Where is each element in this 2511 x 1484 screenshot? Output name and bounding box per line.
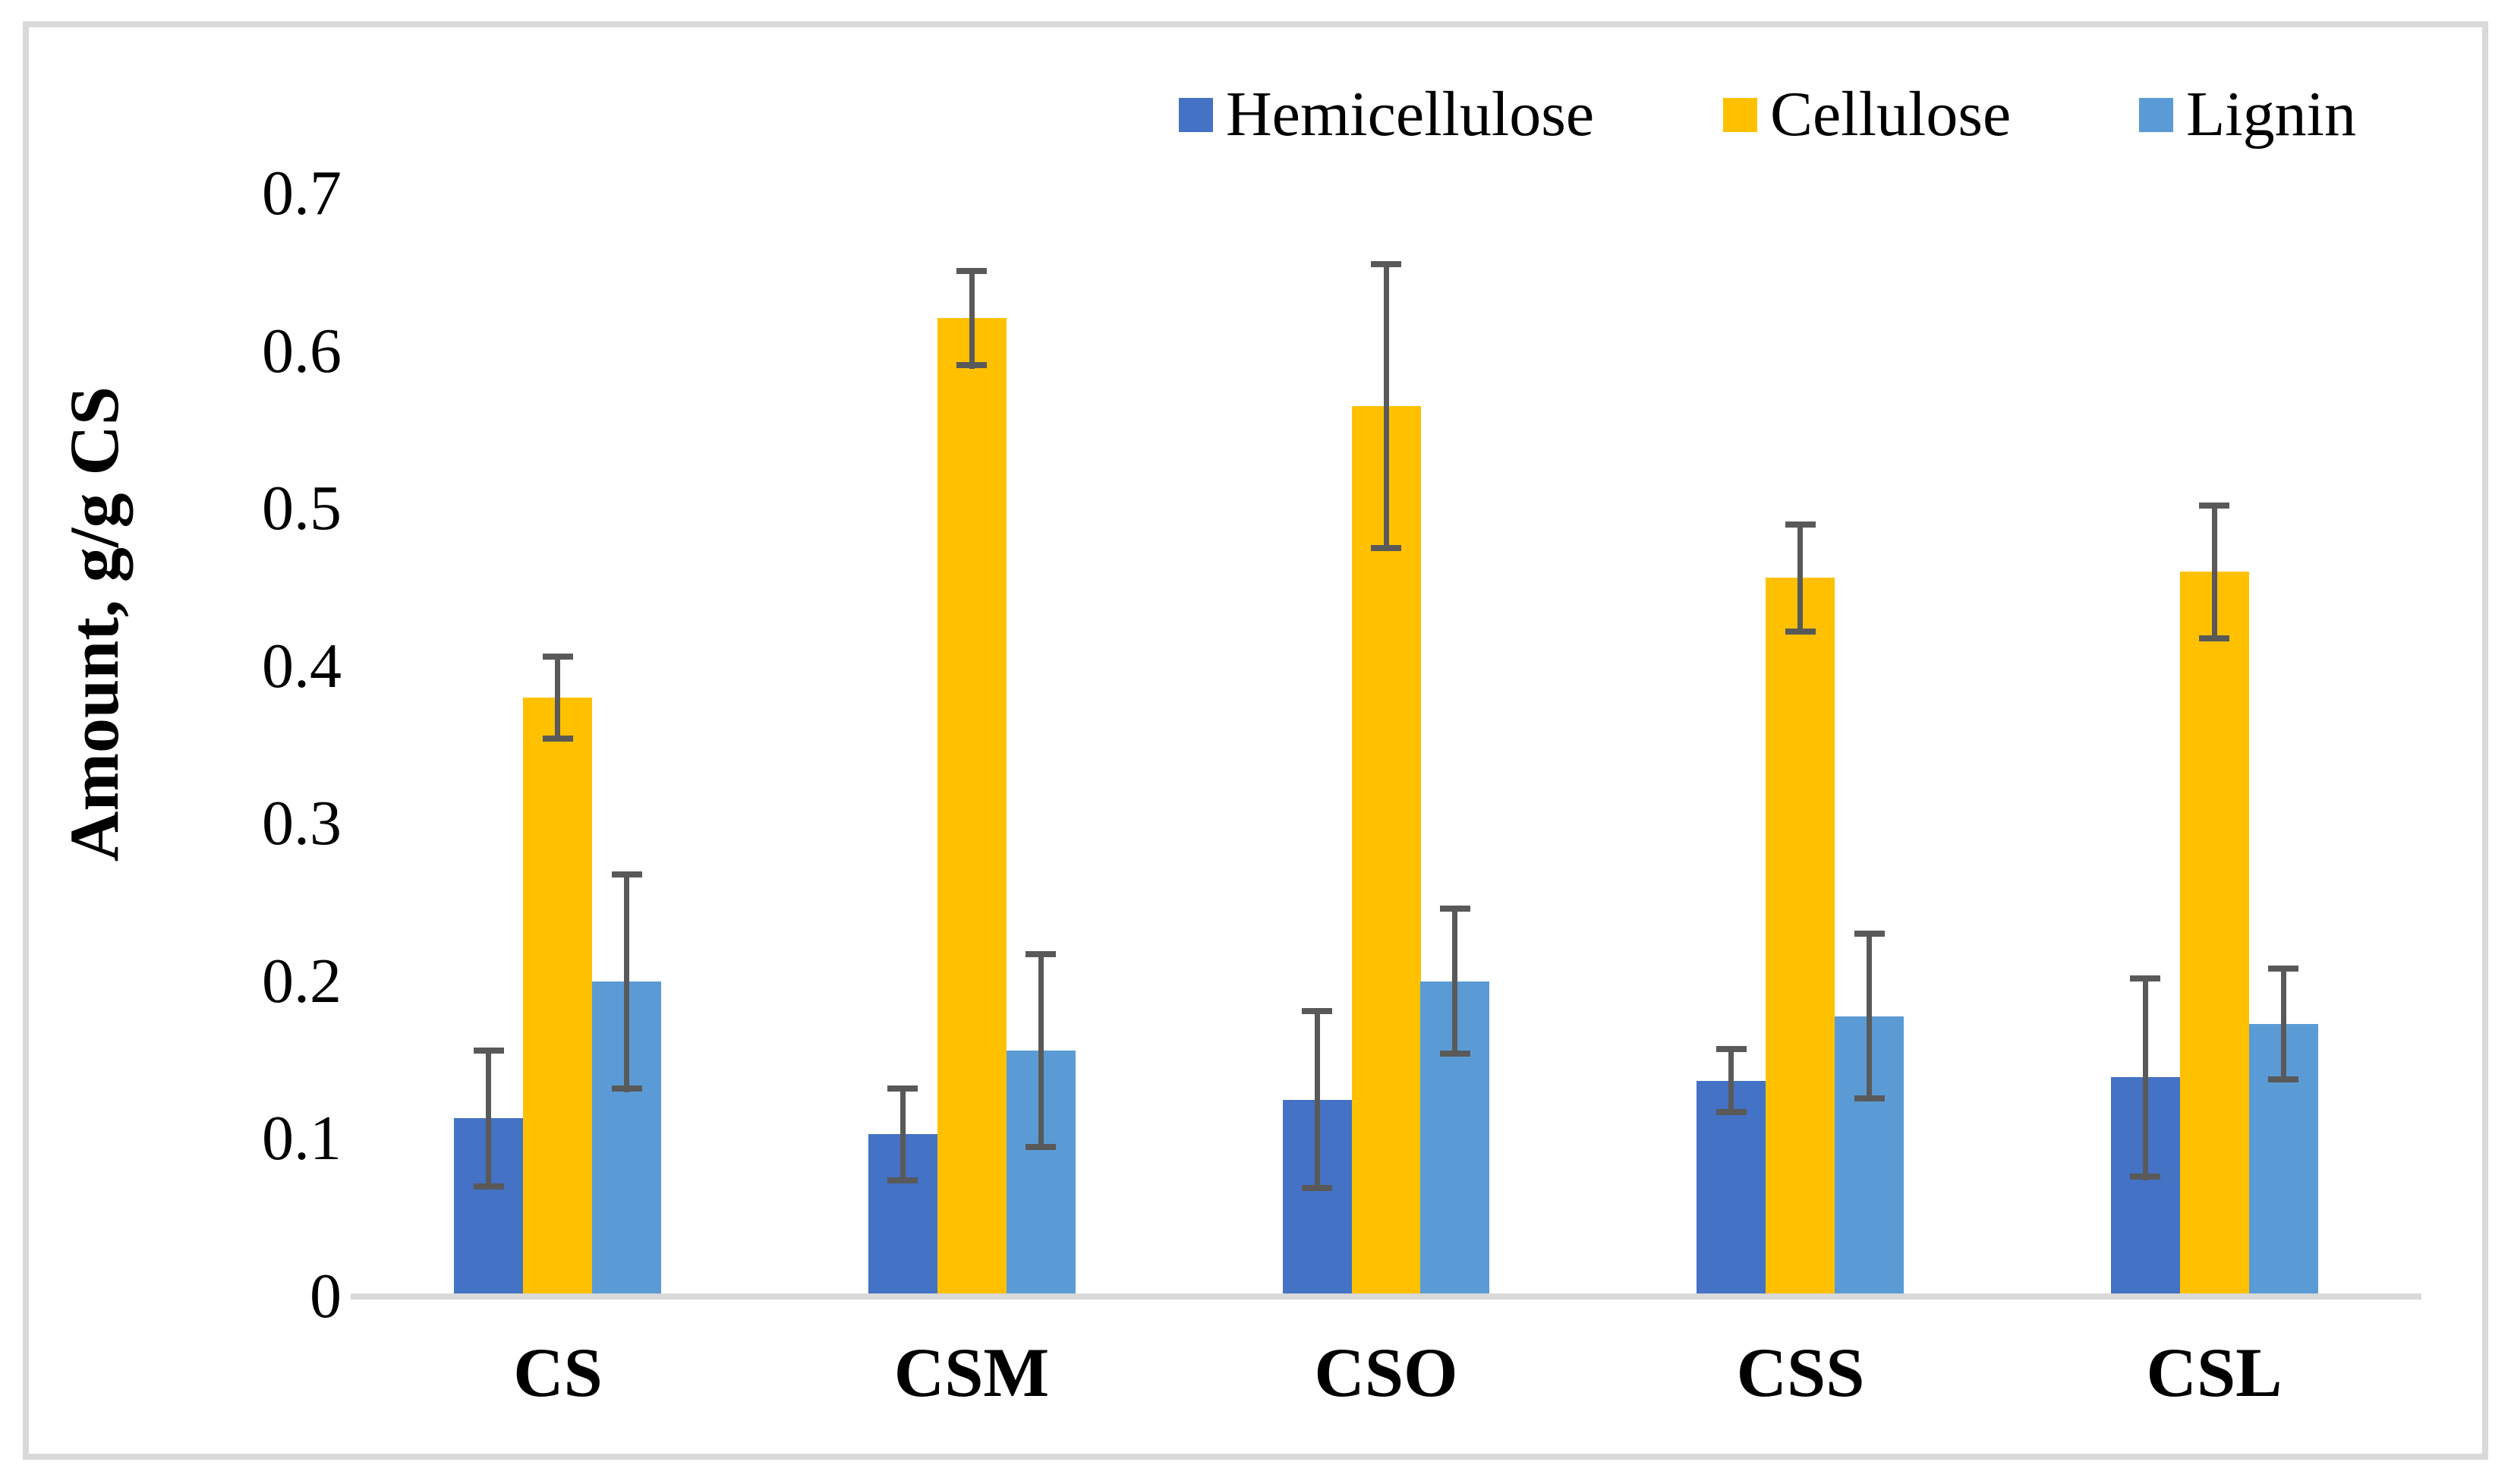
legend-label-cellulose: Cellulose bbox=[1770, 79, 2012, 150]
legend-label-lignin: Lignin bbox=[2186, 79, 2356, 150]
error-bar-top-cap bbox=[474, 1048, 504, 1054]
error-bar-top-cap bbox=[1026, 951, 1056, 957]
error-bar-top-cap bbox=[543, 654, 573, 660]
y-tick-label-0-6: 0.6 bbox=[262, 316, 342, 386]
error-bar-line bbox=[1797, 521, 1803, 635]
y-tick-label-0-7: 0.7 bbox=[262, 158, 342, 228]
error-bar-bottom-cap bbox=[2199, 635, 2229, 641]
error-bar-line bbox=[555, 654, 560, 742]
error-bar-bottom-cap bbox=[474, 1183, 504, 1189]
error-bar-top-cap bbox=[1440, 906, 1470, 912]
error-bar-top-cap bbox=[1716, 1046, 1747, 1052]
legend-item-hemicellulose: Hemicellulose bbox=[1179, 73, 1594, 156]
y-tick-label-0: 0 bbox=[310, 1261, 342, 1331]
y-tick-label-0-2: 0.2 bbox=[262, 946, 342, 1016]
bar-cellulose-cso bbox=[1352, 406, 1421, 1297]
error-bar-top-cap bbox=[956, 268, 987, 274]
error-bar-line bbox=[969, 268, 975, 369]
bar-cellulose-css bbox=[1766, 578, 1835, 1297]
x-axis-line bbox=[351, 1293, 2421, 1300]
x-category-label-css: CSS bbox=[1736, 1334, 1865, 1411]
bar-cellulose-csl bbox=[2180, 572, 2249, 1297]
error-bar-top-cap bbox=[1371, 261, 1401, 267]
error-bar-top-cap bbox=[1854, 931, 1885, 937]
error-bar-line bbox=[624, 871, 629, 1092]
error-bar-top-cap bbox=[887, 1085, 918, 1092]
y-tick-label-0-4: 0.4 bbox=[262, 631, 342, 701]
error-bar-bottom-cap bbox=[1371, 545, 1401, 551]
error-bar-line bbox=[1452, 906, 1457, 1057]
error-bar-bottom-cap bbox=[1026, 1144, 1056, 1150]
error-bar-top-cap bbox=[2268, 966, 2298, 972]
error-bar-bottom-cap bbox=[887, 1177, 918, 1183]
error-bar-line bbox=[486, 1048, 491, 1189]
y-tick-label-0-5: 0.5 bbox=[262, 473, 342, 544]
bar-hemicellulose-css bbox=[1697, 1081, 1766, 1297]
error-bar-bottom-cap bbox=[2130, 1174, 2160, 1180]
error-bar-bottom-cap bbox=[543, 736, 573, 742]
x-category-label-cso: CSO bbox=[1314, 1334, 1458, 1411]
error-bar-bottom-cap bbox=[612, 1085, 642, 1092]
error-bar-line bbox=[1728, 1046, 1734, 1115]
legend-swatch-cellulose bbox=[1723, 97, 1757, 132]
error-bar-line bbox=[900, 1085, 906, 1183]
legend-item-cellulose: Cellulose bbox=[1723, 73, 2011, 156]
error-bar-bottom-cap bbox=[1854, 1095, 1885, 1101]
error-bar-line bbox=[2281, 966, 2286, 1082]
error-bar-bottom-cap bbox=[1440, 1051, 1470, 1057]
legend-item-lignin: Lignin bbox=[2139, 73, 2356, 156]
error-bar-bottom-cap bbox=[956, 362, 987, 368]
error-bar-line bbox=[2212, 503, 2217, 641]
chart-border-frame bbox=[23, 21, 2488, 1460]
error-bar-bottom-cap bbox=[1785, 629, 1816, 635]
error-bar-top-cap bbox=[612, 871, 642, 877]
bar-cellulose-cs bbox=[523, 698, 592, 1297]
x-category-label-csl: CSL bbox=[2146, 1334, 2283, 1411]
x-category-label-csm: CSM bbox=[893, 1334, 1050, 1411]
error-bar-line bbox=[2143, 975, 2148, 1180]
error-bar-bottom-cap bbox=[1716, 1109, 1747, 1115]
legend-label-hemicellulose: Hemicellulose bbox=[1226, 79, 1595, 150]
legend-swatch-lignin bbox=[2139, 97, 2173, 132]
y-tick-label-0-1: 0.1 bbox=[262, 1103, 342, 1174]
legend-swatch-hemicellulose bbox=[1179, 97, 1213, 132]
error-bar-bottom-cap bbox=[1302, 1185, 1332, 1191]
error-bar-top-cap bbox=[2130, 975, 2160, 981]
x-category-label-cs: CS bbox=[513, 1334, 603, 1411]
error-bar-bottom-cap bbox=[2268, 1076, 2298, 1082]
error-bar-line bbox=[1038, 951, 1044, 1150]
y-tick-label-0-3: 0.3 bbox=[262, 788, 342, 859]
error-bar-line bbox=[1315, 1008, 1320, 1191]
error-bar-line bbox=[1867, 931, 1872, 1101]
error-bar-top-cap bbox=[2199, 503, 2229, 509]
bar-cellulose-csm bbox=[937, 318, 1007, 1297]
error-bar-top-cap bbox=[1785, 521, 1816, 528]
error-bar-line bbox=[1384, 261, 1389, 551]
error-bar-top-cap bbox=[1302, 1008, 1332, 1014]
